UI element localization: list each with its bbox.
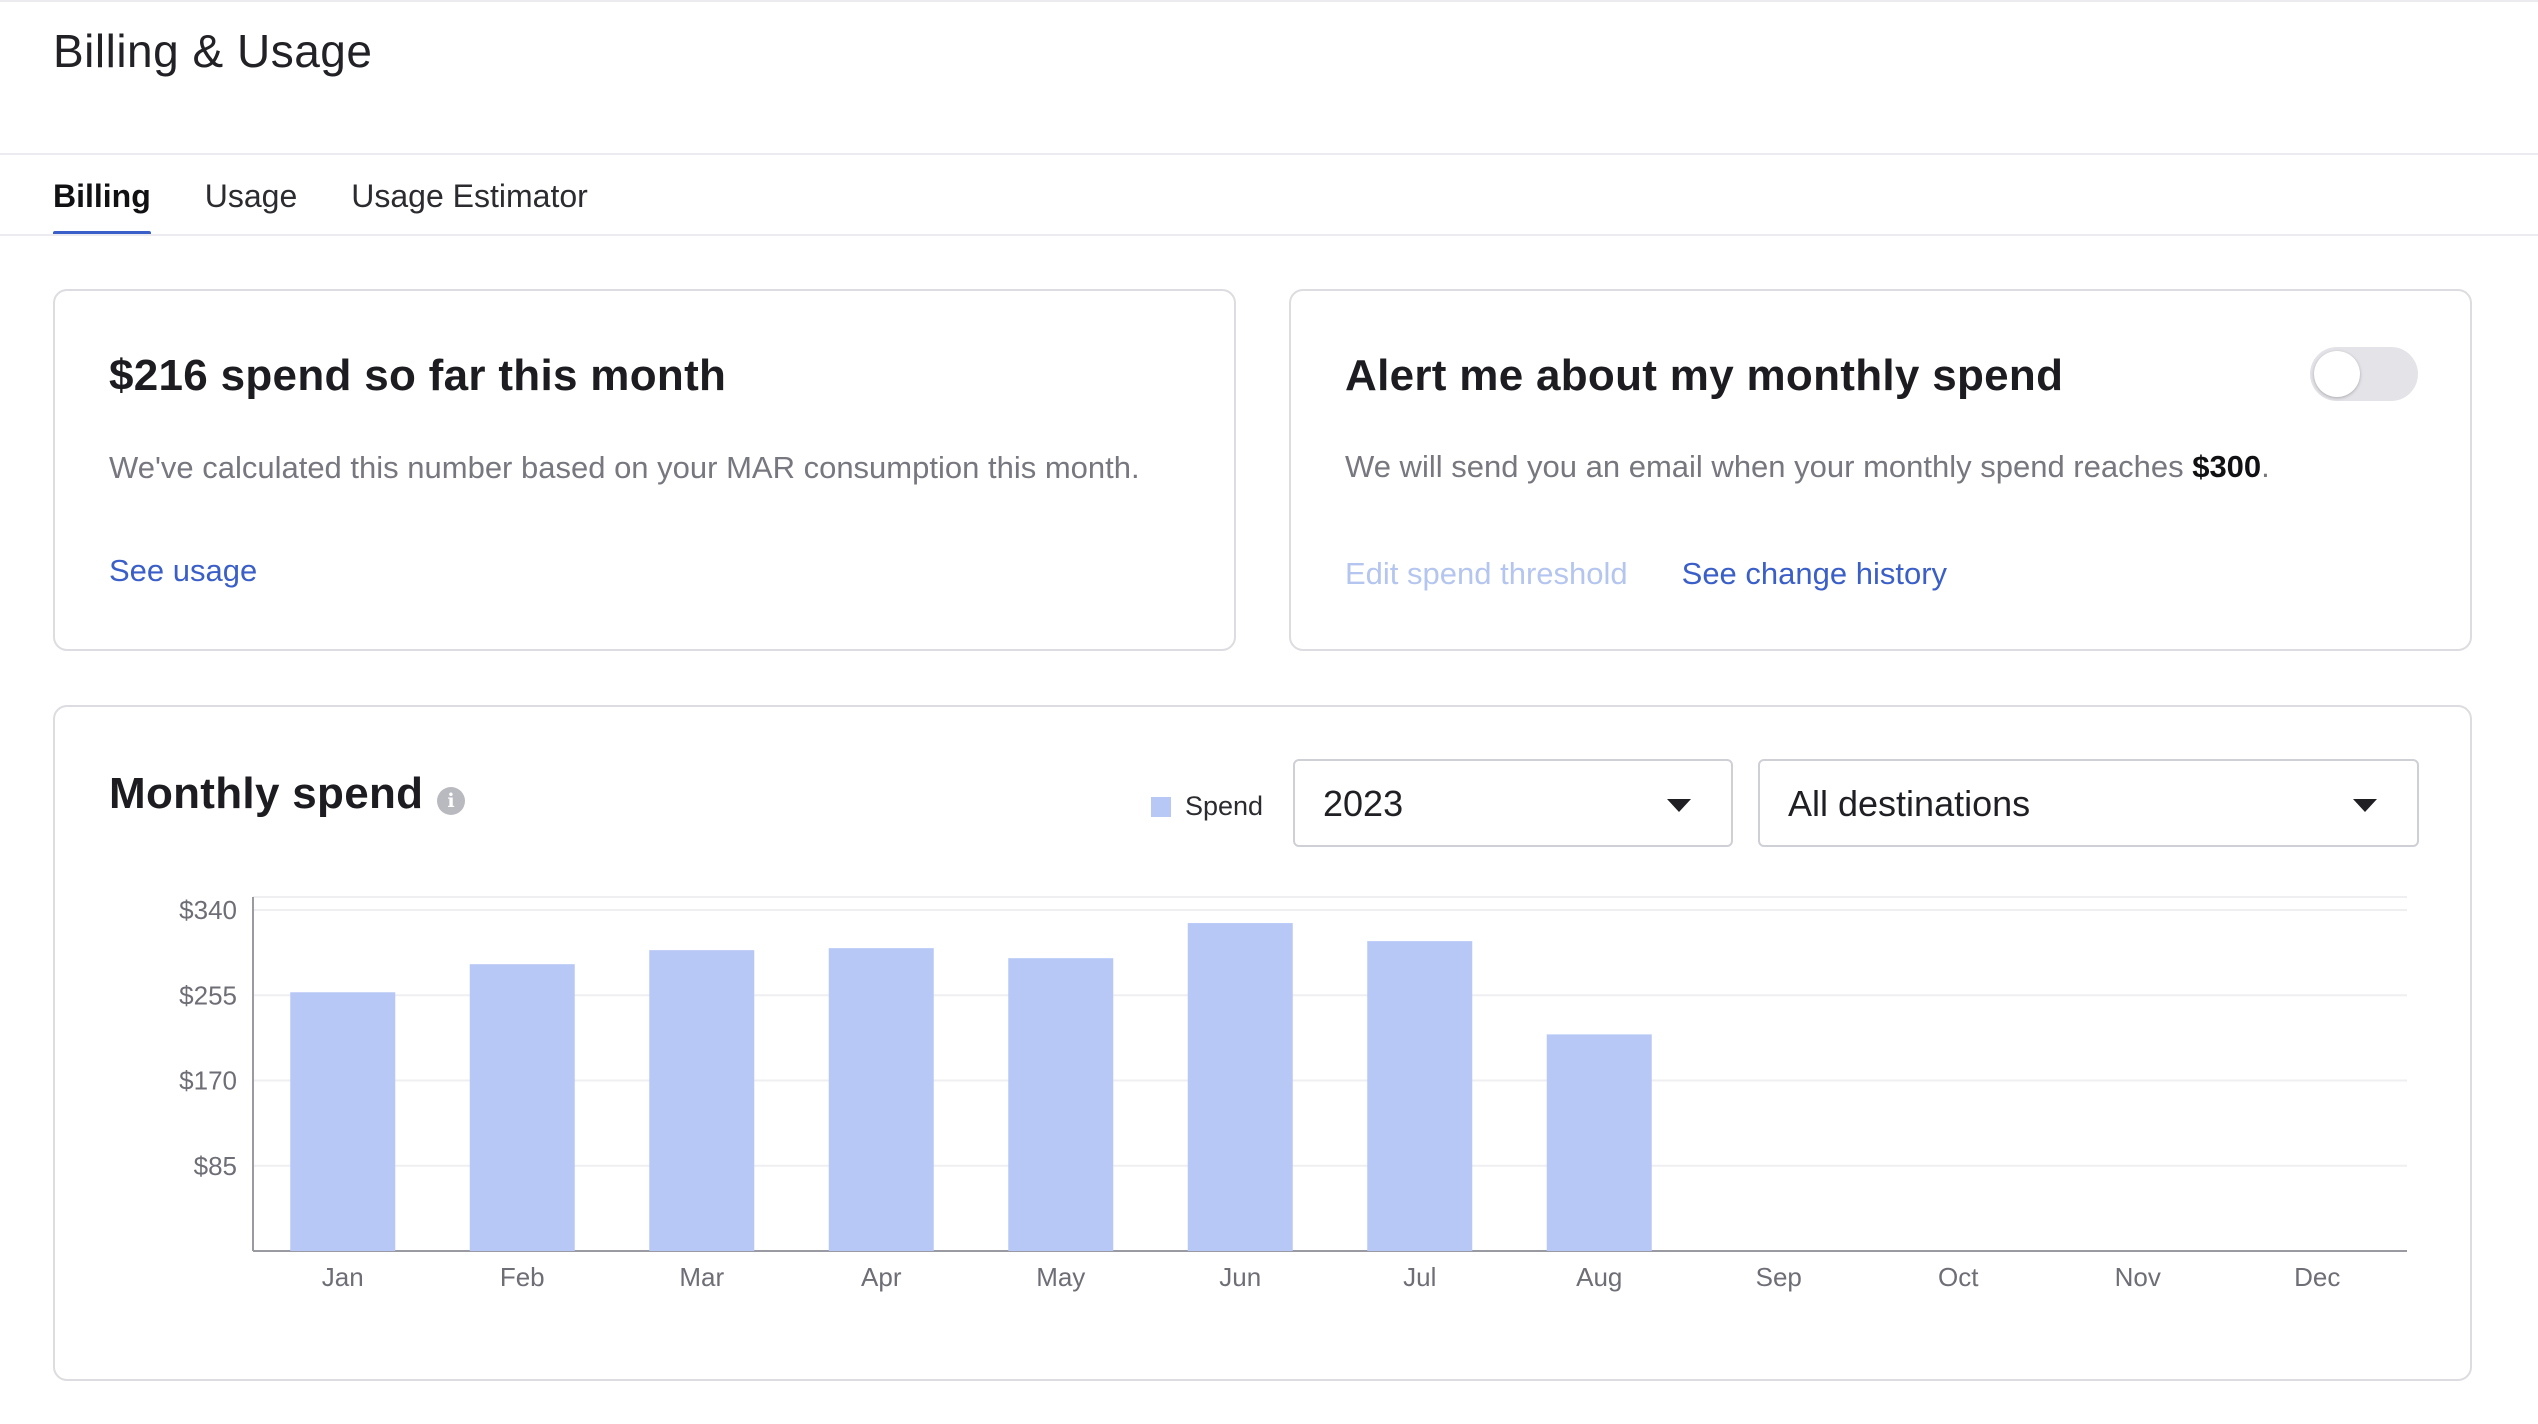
x-tick-label: Sep	[1756, 1262, 1802, 1292]
destination-select[interactable]: All destinations	[1758, 759, 2419, 847]
alert-links: Edit spend threshold See change history	[1345, 556, 1947, 592]
bar-jun	[1187, 923, 1293, 1251]
alert-description-end: .	[2261, 449, 2270, 484]
info-icon[interactable]: i	[437, 787, 465, 815]
bar-mar	[649, 950, 755, 1251]
legend-swatch	[1151, 796, 1171, 817]
monthly-spend-title: Monthly spend	[109, 769, 424, 818]
y-tick-label: $255	[179, 980, 237, 1010]
spend-alert-title: Alert me about my monthly spend	[1345, 351, 2064, 400]
header-divider	[0, 153, 2538, 155]
x-tick-label: Oct	[1938, 1262, 1979, 1292]
spend-alert-card: Alert me about my monthly spend We will …	[1289, 289, 2472, 651]
chevron-down-icon	[1667, 799, 1691, 812]
chart-legend: Spend	[1151, 791, 1263, 822]
monthly-spend-card: $340 $255 $170 $85 Jan Feb Mar Apr May Jun Jul Aug S…	[53, 705, 2472, 1381]
bar-apr	[828, 948, 934, 1251]
tab-billing[interactable]: Billing	[53, 176, 151, 236]
tab-usage-estimator[interactable]: Usage Estimator	[351, 178, 588, 214]
x-tick-label: Apr	[861, 1262, 902, 1292]
x-tick-label: Dec	[2294, 1262, 2340, 1292]
x-tick-label: Feb	[500, 1262, 545, 1292]
tab-bar: Billing Usage Usage Estimator	[53, 176, 588, 236]
see-usage-link[interactable]: See usage	[109, 553, 258, 588]
monthly-spend-chart: $340 $255 $170 $85 Jan Feb Mar Apr May Jun Jul Aug S…	[179, 895, 2407, 1292]
bar-feb	[469, 964, 575, 1251]
x-tick-label: May	[1036, 1262, 1085, 1292]
chevron-down-icon	[2353, 799, 2377, 812]
destination-select-value: All destinations	[1788, 783, 2031, 824]
y-tick-label: $170	[179, 1066, 237, 1096]
x-tick-label: Jun	[1219, 1262, 1261, 1292]
toggle-knob	[2314, 351, 2360, 397]
page-title: Billing & Usage	[53, 25, 373, 77]
top-border	[0, 0, 2538, 2]
x-tick-label: Mar	[679, 1262, 724, 1292]
bar-may	[1008, 958, 1114, 1251]
edit-spend-threshold-link[interactable]: Edit spend threshold	[1345, 556, 1628, 591]
year-select-value: 2023	[1323, 783, 1404, 824]
see-change-history-link[interactable]: See change history	[1681, 556, 1948, 591]
y-tick-label: $85	[194, 1151, 237, 1181]
bar-aug	[1546, 1034, 1652, 1251]
alert-description-text: We will send you an email when your mont…	[1345, 449, 2193, 484]
spend-summary-description: We've calculated this number based on yo…	[109, 450, 1140, 485]
tabs-divider	[0, 234, 2538, 236]
tab-usage[interactable]: Usage	[204, 178, 298, 214]
alert-threshold-value: $300	[2192, 449, 2262, 484]
x-tick-label: Aug	[1576, 1262, 1622, 1292]
spend-summary-card: $216 spend so far this month We've calcu…	[53, 289, 1236, 651]
spend-alert-description: We will send you an email when your mont…	[1345, 449, 2270, 485]
y-tick-label: $340	[179, 895, 237, 925]
legend-label: Spend	[1185, 791, 1264, 821]
x-tick-label: Jul	[1403, 1262, 1436, 1292]
spend-alert-toggle[interactable]	[2310, 347, 2418, 401]
spend-summary-title: $216 spend so far this month	[109, 351, 727, 400]
x-tick-label: Nov	[2115, 1262, 2161, 1292]
bar-jan	[290, 992, 396, 1251]
x-tick-label: Jan	[322, 1262, 364, 1292]
year-select[interactable]: 2023	[1293, 759, 1733, 847]
bar-jul	[1367, 941, 1473, 1251]
